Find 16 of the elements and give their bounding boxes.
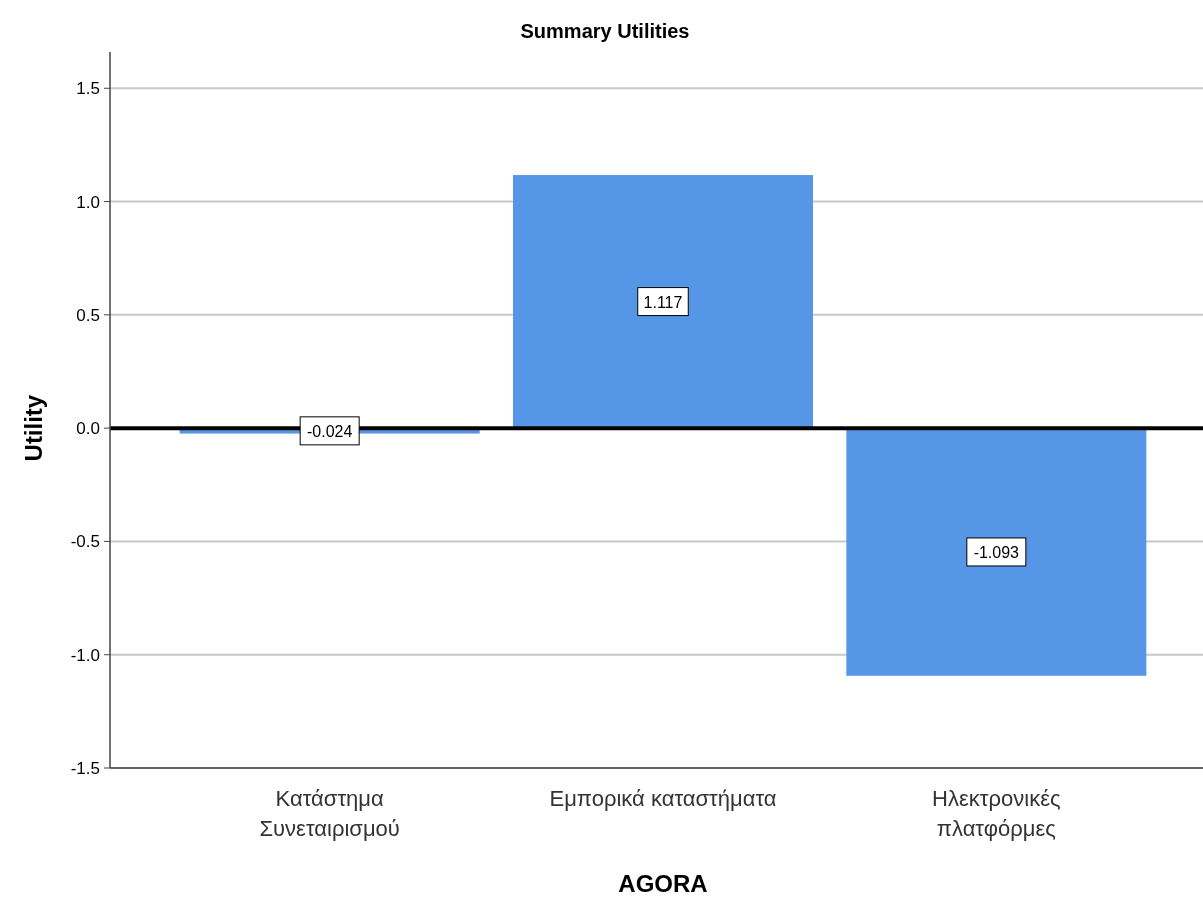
y-tick-label: -1.0 xyxy=(70,645,100,665)
data-label: 1.117 xyxy=(643,293,683,311)
chart-title: Summary Utilities xyxy=(520,20,690,42)
data-label: -1.093 xyxy=(973,543,1020,561)
x-tick-label: Κατάστημα Συνεταιρισμού xyxy=(259,786,400,841)
y-tick-label: -0.5 xyxy=(70,532,100,552)
y-tick-label: 1.5 xyxy=(76,79,100,99)
data-label: -0.024 xyxy=(306,422,353,440)
y-tick-label: 0.0 xyxy=(76,419,100,439)
x-tick-label: Ηλεκτρονικές πλατφόρμες xyxy=(932,786,1061,841)
y-axis-title: Utility xyxy=(20,394,47,462)
x-tick-label: Εμπορικά καταστήματα xyxy=(549,786,777,811)
y-tick-label: 0.5 xyxy=(76,305,100,325)
y-tick-label: -1.5 xyxy=(70,759,100,778)
x-axis-title: AGORA xyxy=(618,870,708,897)
y-tick-label: 1.0 xyxy=(76,192,100,212)
